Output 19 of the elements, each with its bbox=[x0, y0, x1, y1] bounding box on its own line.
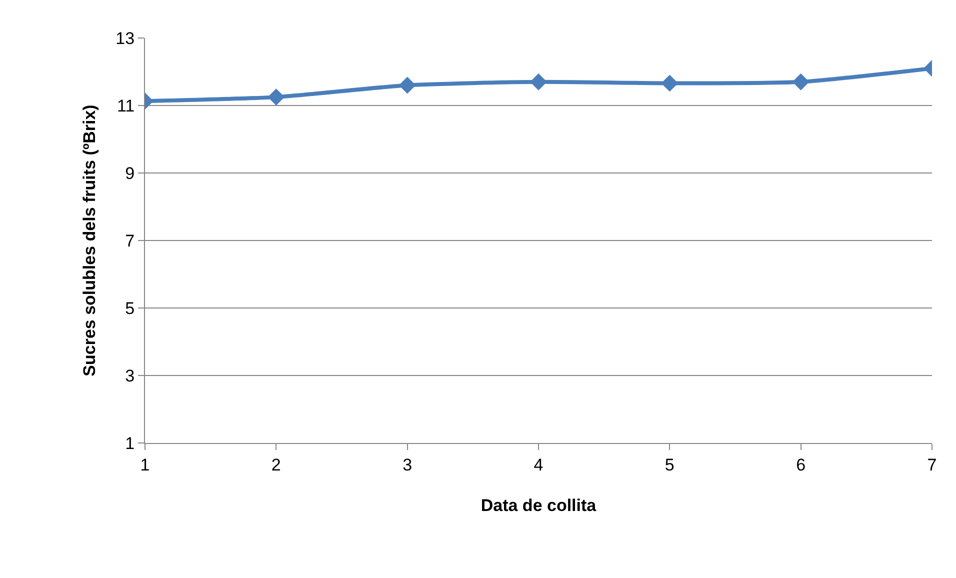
x-tick-label: 6 bbox=[796, 455, 806, 474]
y-tick-label: 7 bbox=[125, 231, 135, 250]
y-axis-title: Sucres solubles dels fruits (ºBrix) bbox=[80, 104, 100, 376]
x-tick-label: 1 bbox=[140, 455, 150, 474]
y-tick-label: 3 bbox=[125, 366, 135, 386]
point bbox=[398, 76, 416, 94]
y-tick-label: 1 bbox=[125, 434, 135, 453]
y-tick-label: 5 bbox=[125, 298, 135, 318]
x-tick-label: 4 bbox=[534, 455, 544, 474]
x-tick-label: 5 bbox=[664, 455, 674, 474]
x-tick-label: 3 bbox=[402, 455, 412, 474]
point bbox=[661, 74, 678, 92]
x-tick-label: 2 bbox=[271, 455, 281, 474]
point bbox=[530, 73, 547, 90]
x-tick-label: 7 bbox=[927, 455, 937, 474]
x-axis-title: Data de collita bbox=[480, 496, 597, 515]
y-tick-label: 11 bbox=[116, 96, 135, 116]
y-tick-label: 9 bbox=[125, 164, 135, 183]
y-tick-label: 13 bbox=[116, 28, 135, 48]
